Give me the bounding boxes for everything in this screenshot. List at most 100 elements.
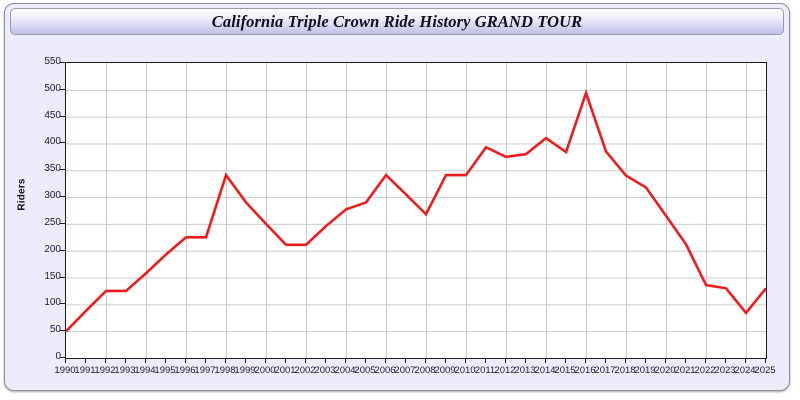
chart-title-bar: California Triple Crown Ride History GRA… bbox=[10, 8, 784, 35]
x-axis-tick-mark bbox=[585, 358, 586, 363]
x-axis-tick-label: 2011 bbox=[474, 365, 496, 376]
y-axis-tick-mark bbox=[60, 250, 65, 251]
y-axis-tick-mark bbox=[60, 330, 65, 331]
y-axis-tick-mark bbox=[60, 62, 65, 63]
x-axis-tick-label: 2019 bbox=[634, 365, 656, 376]
x-axis-tick-mark bbox=[405, 358, 406, 363]
x-axis-tick-mark bbox=[365, 358, 366, 363]
y-axis-tick-label: 550 bbox=[44, 56, 61, 67]
y-axis-tick-label: 50 bbox=[49, 324, 61, 336]
x-axis-tick-mark bbox=[705, 358, 706, 363]
x-axis-tick-label: 2010 bbox=[454, 365, 476, 376]
x-axis-tick-label: 2018 bbox=[614, 365, 636, 376]
x-axis-tick-mark bbox=[85, 358, 86, 363]
x-axis-tick-label: 1990 bbox=[54, 365, 76, 376]
y-axis-tick-mark bbox=[60, 277, 65, 278]
x-axis-tick-mark bbox=[725, 358, 726, 363]
x-axis-tick-mark bbox=[325, 358, 326, 363]
x-axis-tick-label: 2000 bbox=[254, 365, 276, 376]
x-axis-tick-mark bbox=[605, 358, 606, 363]
x-axis-tick-label: 2012 bbox=[494, 365, 516, 376]
x-axis-tick-mark bbox=[645, 358, 646, 363]
chart-window: California Triple Crown Ride History GRA… bbox=[4, 3, 790, 391]
x-axis-tick-mark bbox=[265, 358, 266, 363]
x-axis-tick-label: 2009 bbox=[434, 365, 456, 376]
x-axis-tick-mark bbox=[665, 358, 666, 363]
page-title: California Triple Crown Ride History GRA… bbox=[211, 11, 583, 31]
y-axis-tick-mark bbox=[60, 357, 65, 358]
x-axis-tick-label: 1992 bbox=[94, 365, 116, 376]
x-axis-tick-label: 2004 bbox=[334, 365, 356, 376]
x-axis-tick-label: 2022 bbox=[694, 365, 716, 376]
x-axis-tick-mark bbox=[125, 358, 126, 363]
x-axis-tick-mark bbox=[165, 358, 166, 363]
x-axis-tick-label: 1999 bbox=[234, 365, 256, 376]
x-axis-tick-label: 1991 bbox=[74, 365, 96, 376]
y-axis-tick-mark bbox=[60, 196, 65, 197]
y-axis-tick-label: 150 bbox=[44, 270, 61, 282]
y-axis-tick-label: 300 bbox=[44, 190, 61, 202]
y-axis-tick-labels: 0 50 100 150 200 250 300 350 400 450 500 550 bbox=[17, 4, 61, 390]
y-axis-tick-label: 500 bbox=[44, 82, 61, 94]
x-axis-tick-mark bbox=[245, 358, 246, 363]
x-axis-tick-label: 1997 bbox=[194, 365, 216, 376]
x-axis-tick-mark bbox=[345, 358, 346, 363]
x-axis-tick-label: 1994 bbox=[134, 365, 156, 376]
x-axis-tick-label: 2008 bbox=[414, 365, 436, 376]
x-axis-tick-mark bbox=[565, 358, 566, 363]
x-axis-tick-mark bbox=[445, 358, 446, 363]
x-axis-tick-label: 2023 bbox=[714, 365, 736, 376]
x-axis-tick-mark bbox=[225, 358, 226, 363]
x-axis-tick-mark bbox=[765, 358, 766, 363]
y-axis-tick-label: 250 bbox=[44, 216, 61, 228]
x-axis-tick-mark bbox=[625, 358, 626, 363]
y-axis-tick-mark bbox=[60, 142, 65, 143]
x-axis-tick-mark bbox=[305, 358, 306, 363]
x-axis-tick-label: 1995 bbox=[154, 365, 176, 376]
x-axis-tick-label: 2005 bbox=[354, 365, 376, 376]
x-axis-tick-label: 2013 bbox=[514, 365, 536, 376]
x-axis-tick-mark bbox=[185, 358, 186, 363]
y-axis-tick-label: 350 bbox=[44, 163, 61, 175]
y-axis-tick-mark bbox=[60, 303, 65, 304]
x-axis-tick-label: 1998 bbox=[214, 365, 236, 376]
x-axis-tick-mark bbox=[145, 358, 146, 363]
x-axis-tick-label: 2007 bbox=[394, 365, 416, 376]
x-axis-tick-mark bbox=[285, 358, 286, 363]
y-axis-tick-label: 100 bbox=[44, 297, 61, 309]
x-axis-tick-label: 2014 bbox=[534, 365, 556, 376]
x-axis-tick-label: 2017 bbox=[594, 365, 616, 376]
y-axis-tick-mark bbox=[60, 116, 65, 117]
y-axis-tick-label: 200 bbox=[44, 243, 61, 255]
x-axis-tick-label: 2024 bbox=[734, 365, 756, 376]
x-axis-tick-label: 2015 bbox=[554, 365, 576, 376]
x-axis-tick-label: 2006 bbox=[374, 365, 396, 376]
y-axis-tick-label: 450 bbox=[44, 109, 61, 121]
x-axis-tick-mark bbox=[545, 358, 546, 363]
x-axis-tick-label: 2003 bbox=[314, 365, 336, 376]
x-axis-tick-mark bbox=[685, 358, 686, 363]
y-axis-tick-mark bbox=[60, 169, 65, 170]
x-axis-tick-label: 2021 bbox=[674, 365, 696, 376]
x-axis-tick-label: 2002 bbox=[294, 365, 316, 376]
plot-area bbox=[65, 62, 767, 359]
x-axis-tick-mark bbox=[65, 358, 66, 363]
y-axis-tick-mark bbox=[60, 223, 65, 224]
x-axis-tick-mark bbox=[105, 358, 106, 363]
x-axis-tick-mark bbox=[505, 358, 506, 363]
x-axis-tick-label: 2025 bbox=[754, 365, 776, 376]
x-axis-tick-label: 2016 bbox=[574, 365, 596, 376]
x-axis-tick-label: 2020 bbox=[654, 365, 676, 376]
x-axis-tick-label: 1996 bbox=[174, 365, 196, 376]
y-axis-tick-label: 400 bbox=[44, 136, 61, 148]
x-axis-tick-mark bbox=[205, 358, 206, 363]
line-series-riders bbox=[66, 89, 766, 333]
x-axis-tick-mark bbox=[385, 358, 386, 363]
x-axis-tick-mark bbox=[745, 358, 746, 363]
x-axis-tick-mark bbox=[525, 358, 526, 363]
x-axis-tick-mark bbox=[425, 358, 426, 363]
y-axis-tick-label: 0 bbox=[55, 351, 61, 362]
x-axis-tick-mark bbox=[485, 358, 486, 363]
x-axis-tick-mark bbox=[465, 358, 466, 363]
y-axis-tick-mark bbox=[60, 89, 65, 90]
